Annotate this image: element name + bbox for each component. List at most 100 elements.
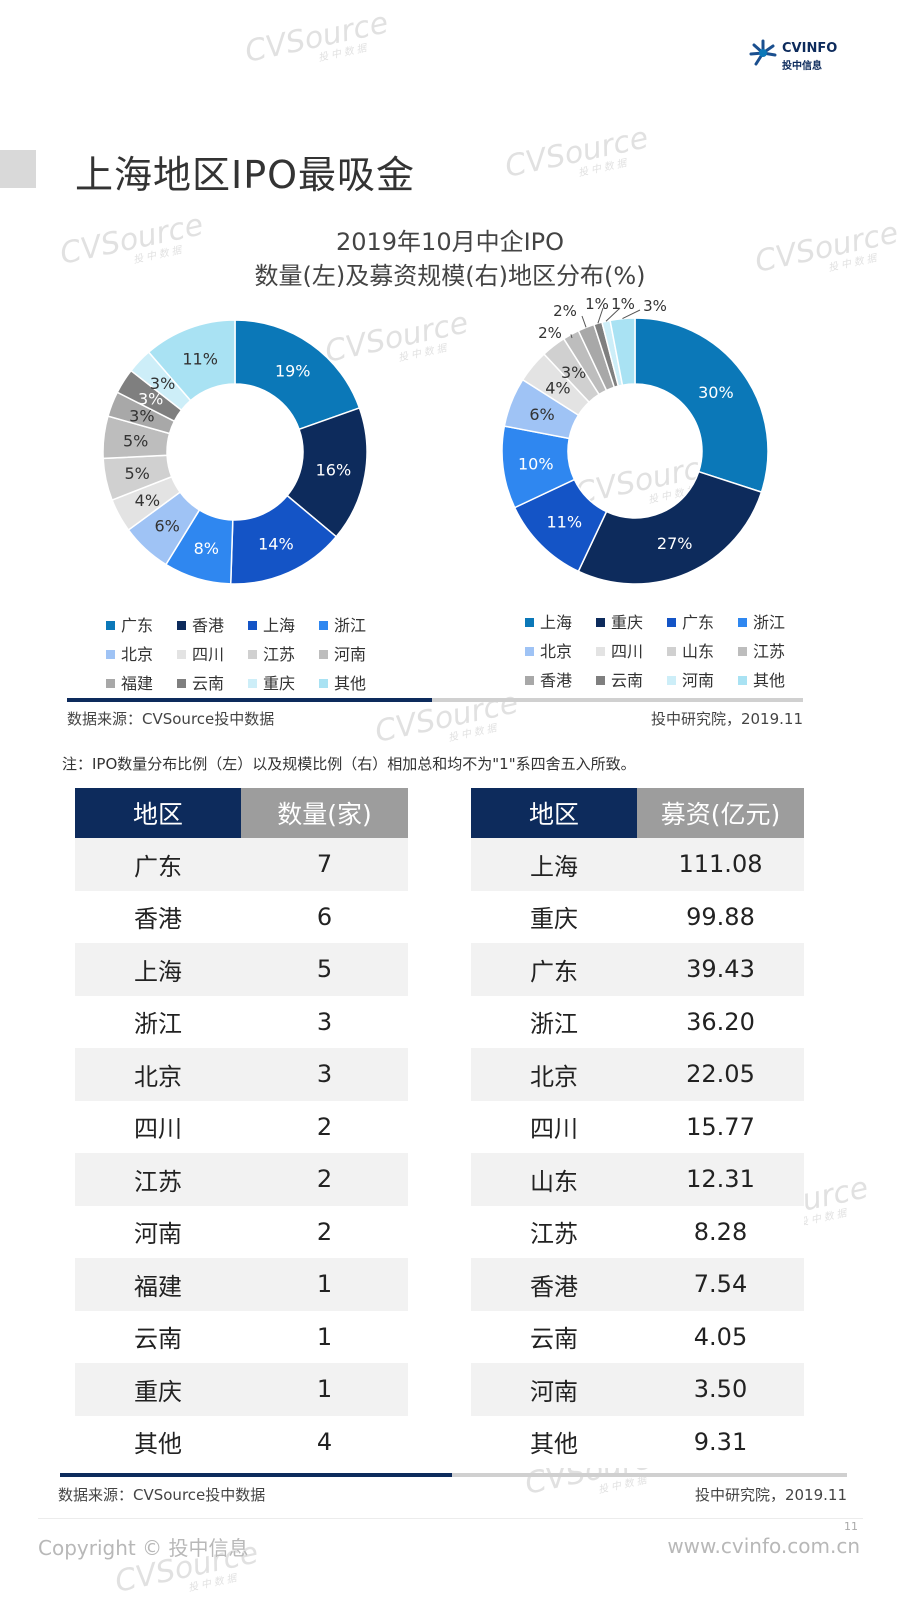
legend-swatch bbox=[319, 650, 328, 659]
legend-item: 上海 bbox=[248, 612, 295, 636]
legend-label: 上海 bbox=[540, 613, 573, 632]
table-row: 四川 2 bbox=[75, 1100, 408, 1153]
region-cell: 福建 bbox=[75, 1258, 241, 1311]
legend-label: 上海 bbox=[263, 616, 296, 635]
table-row: 江苏 8.28 bbox=[471, 1205, 804, 1258]
legend-swatch bbox=[106, 650, 115, 659]
legend-item: 广东 bbox=[667, 609, 714, 633]
legend-label: 浙江 bbox=[334, 616, 367, 635]
legend-label: 山东 bbox=[682, 642, 715, 661]
legend-label: 江苏 bbox=[753, 642, 786, 661]
count-table: 地区 数量(家) 广东 7 香港 6 上海 5 浙江 3 北京 3 四川 2 江苏 2 河南 2 福建 1 云南 1 重… bbox=[75, 788, 408, 1468]
table-row: 上海 111.08 bbox=[471, 838, 804, 891]
legend-item: 浙江 bbox=[319, 612, 366, 636]
legend-swatch bbox=[596, 618, 605, 627]
donut-data-label: 6% bbox=[529, 405, 554, 424]
legend-item: 江苏 bbox=[248, 641, 295, 665]
value-cell: 22.05 bbox=[637, 1048, 804, 1101]
table-row: 江苏 2 bbox=[75, 1153, 408, 1206]
leader-line bbox=[570, 334, 573, 339]
legend-label: 四川 bbox=[192, 645, 225, 664]
value-cell: 1 bbox=[241, 1310, 408, 1363]
legend-label: 其他 bbox=[753, 671, 786, 690]
region-cell: 其他 bbox=[471, 1415, 637, 1468]
legend-item: 其他 bbox=[738, 667, 785, 691]
donut-data-label: 27% bbox=[657, 534, 693, 553]
legend-label: 河南 bbox=[334, 645, 367, 664]
legend-item: 北京 bbox=[106, 641, 153, 665]
legend-swatch bbox=[106, 621, 115, 630]
legend-label: 云南 bbox=[611, 671, 644, 690]
donut-data-label: 16% bbox=[316, 461, 352, 480]
value-cell: 9.31 bbox=[637, 1415, 804, 1468]
section-divider bbox=[67, 698, 803, 702]
legend-swatch bbox=[738, 676, 747, 685]
legend-label: 河南 bbox=[682, 671, 715, 690]
legend-item: 香港 bbox=[177, 612, 224, 636]
value-cell: 36.20 bbox=[637, 995, 804, 1048]
legend-swatch bbox=[248, 679, 257, 688]
footnote: 注：IPO数量分布比例（左）以及规模比例（右）相加总和均不为"1"系四舍五入所致… bbox=[62, 755, 636, 773]
legend-label: 重庆 bbox=[611, 613, 644, 632]
legend-swatch bbox=[525, 647, 534, 656]
logo-icon bbox=[749, 39, 777, 66]
legend-label: 香港 bbox=[540, 671, 573, 690]
region-cell: 香港 bbox=[471, 1258, 637, 1311]
value-cell: 2 bbox=[241, 1153, 408, 1206]
table-row: 浙江 3 bbox=[75, 995, 408, 1048]
region-cell: 浙江 bbox=[471, 995, 637, 1048]
table-row: 重庆 1 bbox=[75, 1363, 408, 1416]
table-row: 河南 2 bbox=[75, 1205, 408, 1258]
legend-label: 重庆 bbox=[263, 674, 296, 693]
value-cell: 4 bbox=[241, 1415, 408, 1468]
legend-item: 香港 bbox=[525, 667, 572, 691]
donut-slice bbox=[634, 317, 769, 494]
value-cell: 7 bbox=[241, 838, 408, 891]
legend-count: 广东 香港 上海 浙江 北京 四川 江苏 河南 福建 云南 重庆 其他 bbox=[106, 612, 406, 702]
donut-data-label: 3% bbox=[561, 363, 586, 382]
donut-data-label: 4% bbox=[135, 491, 160, 510]
region-cell: 山东 bbox=[471, 1153, 637, 1206]
legend-item: 浙江 bbox=[738, 609, 785, 633]
region-cell: 浙江 bbox=[75, 995, 241, 1048]
legend-item: 重庆 bbox=[248, 670, 295, 694]
region-cell: 四川 bbox=[75, 1100, 241, 1153]
value-cell: 39.43 bbox=[637, 943, 804, 996]
donut-chart-count: 19%16%14%8%6%4%5%5%3%3%3%11% bbox=[102, 319, 368, 585]
legend-swatch bbox=[667, 676, 676, 685]
source-label: 数据来源：CVSource投中数据 bbox=[67, 710, 275, 728]
leader-line bbox=[581, 315, 587, 328]
region-cell: 上海 bbox=[75, 943, 241, 996]
legend-swatch bbox=[248, 650, 257, 659]
table-row: 浙江 36.20 bbox=[471, 995, 804, 1048]
legend-swatch bbox=[177, 650, 186, 659]
region-cell: 香港 bbox=[75, 890, 241, 943]
source-label: 数据来源：CVSource投中数据 bbox=[58, 1486, 266, 1504]
donut-data-label: 5% bbox=[125, 464, 150, 483]
legend-item: 福建 bbox=[106, 670, 153, 694]
region-cell: 四川 bbox=[471, 1100, 637, 1153]
legend-swatch bbox=[319, 621, 328, 630]
legend-swatch bbox=[525, 676, 534, 685]
value-cell: 99.88 bbox=[637, 890, 804, 943]
table-row: 上海 5 bbox=[75, 943, 408, 996]
legend-item: 云南 bbox=[177, 670, 224, 694]
donut-data-label: 2% bbox=[538, 324, 562, 342]
website-link[interactable]: www.cvinfo.com.cn bbox=[667, 1534, 860, 1558]
legend-swatch bbox=[177, 679, 186, 688]
legend-item: 上海 bbox=[525, 609, 572, 633]
donut-slice bbox=[609, 317, 636, 387]
region-cell: 上海 bbox=[471, 838, 637, 891]
table-row: 重庆 99.88 bbox=[471, 890, 804, 943]
amount-table: 地区 募资(亿元) 上海 111.08 重庆 99.88 广东 39.43 浙江 36.20 北… bbox=[471, 788, 804, 1468]
legend-swatch bbox=[525, 618, 534, 627]
legend-item: 山东 bbox=[667, 638, 714, 662]
legend-label: 四川 bbox=[611, 642, 644, 661]
legend-item: 北京 bbox=[525, 638, 572, 662]
value-cell: 1 bbox=[241, 1258, 408, 1311]
legend-label: 其他 bbox=[334, 674, 367, 693]
legend-swatch bbox=[667, 647, 676, 656]
value-cell: 5 bbox=[241, 943, 408, 996]
donut-data-label: 4% bbox=[545, 378, 570, 397]
